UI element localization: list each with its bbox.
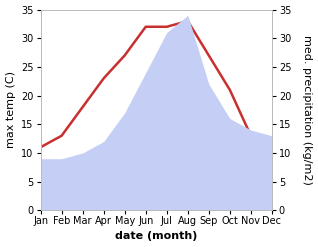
Y-axis label: max temp (C): max temp (C) bbox=[5, 71, 16, 148]
Y-axis label: med. precipitation (kg/m2): med. precipitation (kg/m2) bbox=[302, 35, 313, 185]
X-axis label: date (month): date (month) bbox=[115, 231, 197, 242]
